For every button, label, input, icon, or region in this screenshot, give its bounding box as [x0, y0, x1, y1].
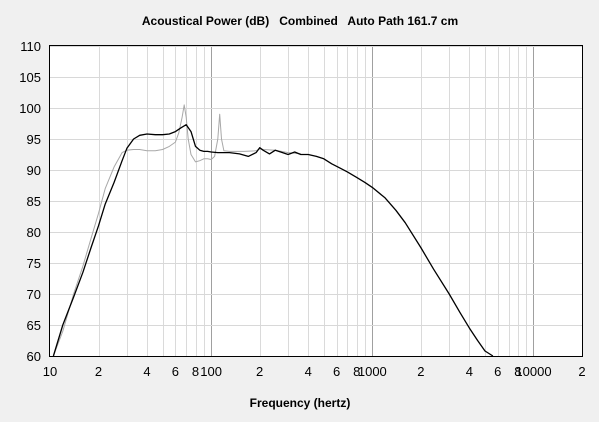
y-tick-label: 80: [27, 225, 41, 240]
plot-frame: [49, 45, 583, 357]
x-tick-label: 2: [417, 364, 424, 379]
x-tick-label: 10: [43, 364, 57, 379]
y-tick-label: 60: [27, 349, 41, 364]
y-tick-label: 85: [27, 194, 41, 209]
x-tick-label: 6: [494, 364, 501, 379]
x-tick-label: 8: [514, 364, 521, 379]
chart-title: Acoustical Power (dB) Combined Auto Path…: [142, 14, 458, 28]
series-layer: [52, 104, 494, 357]
x-tick-label: 4: [466, 364, 473, 379]
x-tick-label: 1000: [358, 364, 387, 379]
combined-series-line: [52, 124, 494, 357]
y-tick-label: 100: [19, 101, 41, 116]
secondary-series-line: [52, 104, 301, 357]
x-tick-label: 10000: [515, 364, 551, 379]
x-tick-label: 8: [353, 364, 360, 379]
x-tick-label: 100: [200, 364, 222, 379]
x-axis-label: Frequency (hertz): [250, 396, 351, 410]
y-tick-label: 105: [19, 70, 41, 85]
x-tick-label: 6: [172, 364, 179, 379]
y-tick-label: 90: [27, 163, 41, 178]
x-tick-label: 4: [305, 364, 312, 379]
y-tick-label: 110: [20, 39, 41, 54]
grid: [50, 46, 582, 357]
y-tick-label: 70: [27, 287, 41, 302]
x-tick-label: 2: [95, 364, 102, 379]
y-tick-label: 65: [27, 318, 41, 333]
x-tick-label: 4: [143, 364, 150, 379]
y-tick-label: 95: [27, 132, 41, 147]
x-tick-label: 2: [256, 364, 263, 379]
x-tick-label: 6: [333, 364, 340, 379]
y-tick-label: 75: [27, 256, 41, 271]
x-tick-label: 2: [578, 364, 585, 379]
x-tick-label: 8: [192, 364, 199, 379]
